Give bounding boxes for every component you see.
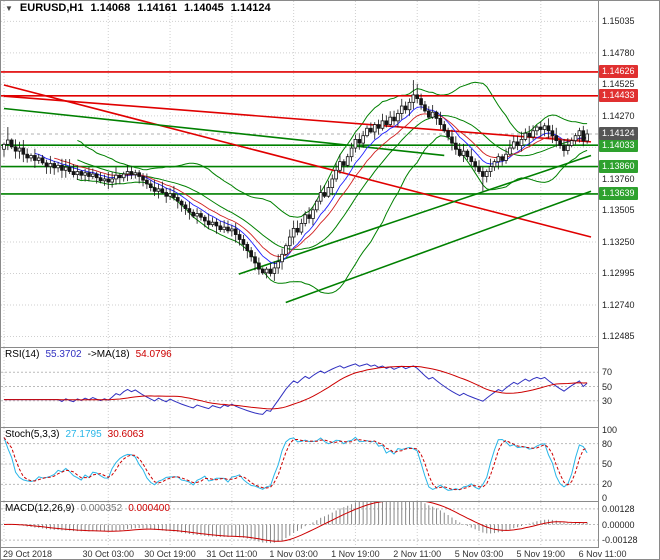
time-axis[interactable]: 29 Oct 2018 30 Oct 03:00 30 Oct 19:00 31 Oc… — [1, 548, 659, 559]
time-axis-label: 2 Nov 11:00 — [393, 549, 442, 559]
ohlc-open: 1.14068 — [90, 2, 131, 14]
support-price-badge: 1.13639 — [599, 187, 638, 201]
price-tick-label: 1.12485 — [602, 331, 635, 342]
price-tick-label: 1.14780 — [602, 47, 635, 58]
time-axis-label: 30 Oct 19:00 — [144, 549, 196, 559]
stoch-level-label: 100 — [602, 425, 618, 435]
rsi-level-label: 30 — [602, 395, 613, 406]
price-tick-label: 1.13250 — [602, 236, 635, 247]
price-tick-label: 1.12995 — [602, 268, 635, 279]
rsi-canvas[interactable] — [1, 348, 598, 427]
stochastic-label: Stoch(5,3,3) 27.1795 30.6063 — [5, 429, 144, 440]
ohlc-high: 1.14161 — [137, 2, 178, 14]
symbol-timeframe-label: EURUSD,H1 — [19, 2, 84, 14]
ohlc-low: 1.14045 — [184, 2, 224, 14]
main-chart-panel: ▼ EURUSD,H1 1.14068 1.14161 1.14045 1.14… — [1, 1, 598, 347]
stoch-level-label: 50 — [602, 459, 613, 469]
support-price-badge: 1.14033 — [599, 138, 638, 152]
macd-main-value: 0.000352 — [80, 503, 123, 514]
rsi-value: 55.3702 — [45, 349, 82, 360]
time-axis-label: 1 Nov 19:00 — [331, 549, 380, 559]
macd-canvas[interactable] — [1, 502, 598, 547]
chart-title: ▼ EURUSD,H1 1.14068 1.14161 1.14045 1.14… — [5, 2, 271, 14]
stochastic-canvas[interactable] — [1, 428, 598, 501]
rsi-label: RSI(14) 55.3702 ->MA(18) 54.0796 — [5, 349, 172, 360]
stoch-d-value: 30.6063 — [107, 429, 144, 440]
price-chart-canvas[interactable] — [1, 1, 598, 347]
time-axis-label: 6 Nov 11:00 — [578, 549, 627, 559]
price-tick-label: 1.12740 — [602, 299, 635, 310]
price-tick-label: 1.14525 — [602, 79, 635, 90]
stoch-level-label: 0 — [602, 493, 608, 503]
macd-label: MACD(12,26,9) 0.000352 0.000400 — [5, 503, 170, 514]
panel-divider[interactable] — [1, 347, 659, 348]
macd-name: MACD(12,26,9) — [5, 503, 75, 514]
time-axis-label: 30 Oct 03:00 — [82, 549, 135, 559]
rsi-ma-name: ->MA(18) — [87, 349, 130, 360]
symbol-marker-icon: ▼ — [5, 3, 13, 13]
price-tick-label: 1.15035 — [602, 16, 635, 27]
stoch-name: Stoch(5,3,3) — [5, 429, 60, 440]
time-axis-label: 1 Nov 03:00 — [269, 549, 318, 559]
price-tick-label: 1.13505 — [602, 205, 635, 216]
macd-level-label: -0.00128 — [602, 535, 638, 546]
price-tick-label: 1.14270 — [602, 110, 635, 121]
ohlc-close: 1.14124 — [230, 2, 271, 14]
time-axis-label: 29 Oct 2018 — [3, 549, 53, 559]
panel-divider[interactable] — [1, 427, 659, 428]
macd-signal-value: 0.000400 — [128, 503, 170, 514]
rsi-ma-value: 54.0796 — [135, 349, 172, 360]
time-axis-label: 5 Nov 03:00 — [454, 549, 504, 559]
current-price-badge: 1.14124 — [599, 127, 638, 141]
rsi-panel: RSI(14) 55.3702 ->MA(18) 54.0796 — [1, 348, 598, 427]
candles-layer — [2, 80, 589, 281]
price-tick-label: 1.13760 — [602, 173, 635, 184]
panel-divider — [1, 547, 659, 548]
stoch-k-value: 27.1795 — [65, 429, 102, 440]
stochastic-panel: Stoch(5,3,3) 27.1795 30.6063 — [1, 428, 598, 501]
stoch-level-label: 80 — [602, 438, 613, 449]
price-axis[interactable]: 1.150351.147801.145251.142701.140151.137… — [598, 1, 659, 548]
resistance-price-badge: 1.14626 — [599, 65, 638, 79]
time-axis-label: 31 Oct 11:00 — [206, 549, 258, 559]
support-price-badge: 1.13860 — [599, 160, 638, 174]
rsi-level-label: 50 — [602, 381, 613, 392]
rsi-name: RSI(14) — [5, 349, 40, 360]
panel-divider[interactable] — [1, 501, 659, 502]
macd-panel: MACD(12,26,9) 0.000352 0.000400 — [1, 502, 598, 547]
macd-level-label: 0.00128 — [602, 503, 635, 514]
rsi-level-label: 70 — [602, 367, 613, 378]
time-axis-label: 5 Nov 19:00 — [516, 549, 566, 559]
stoch-level-label: 20 — [602, 479, 613, 490]
macd-level-label: 0.00000 — [602, 519, 635, 530]
resistance-price-badge: 1.14433 — [599, 89, 638, 103]
